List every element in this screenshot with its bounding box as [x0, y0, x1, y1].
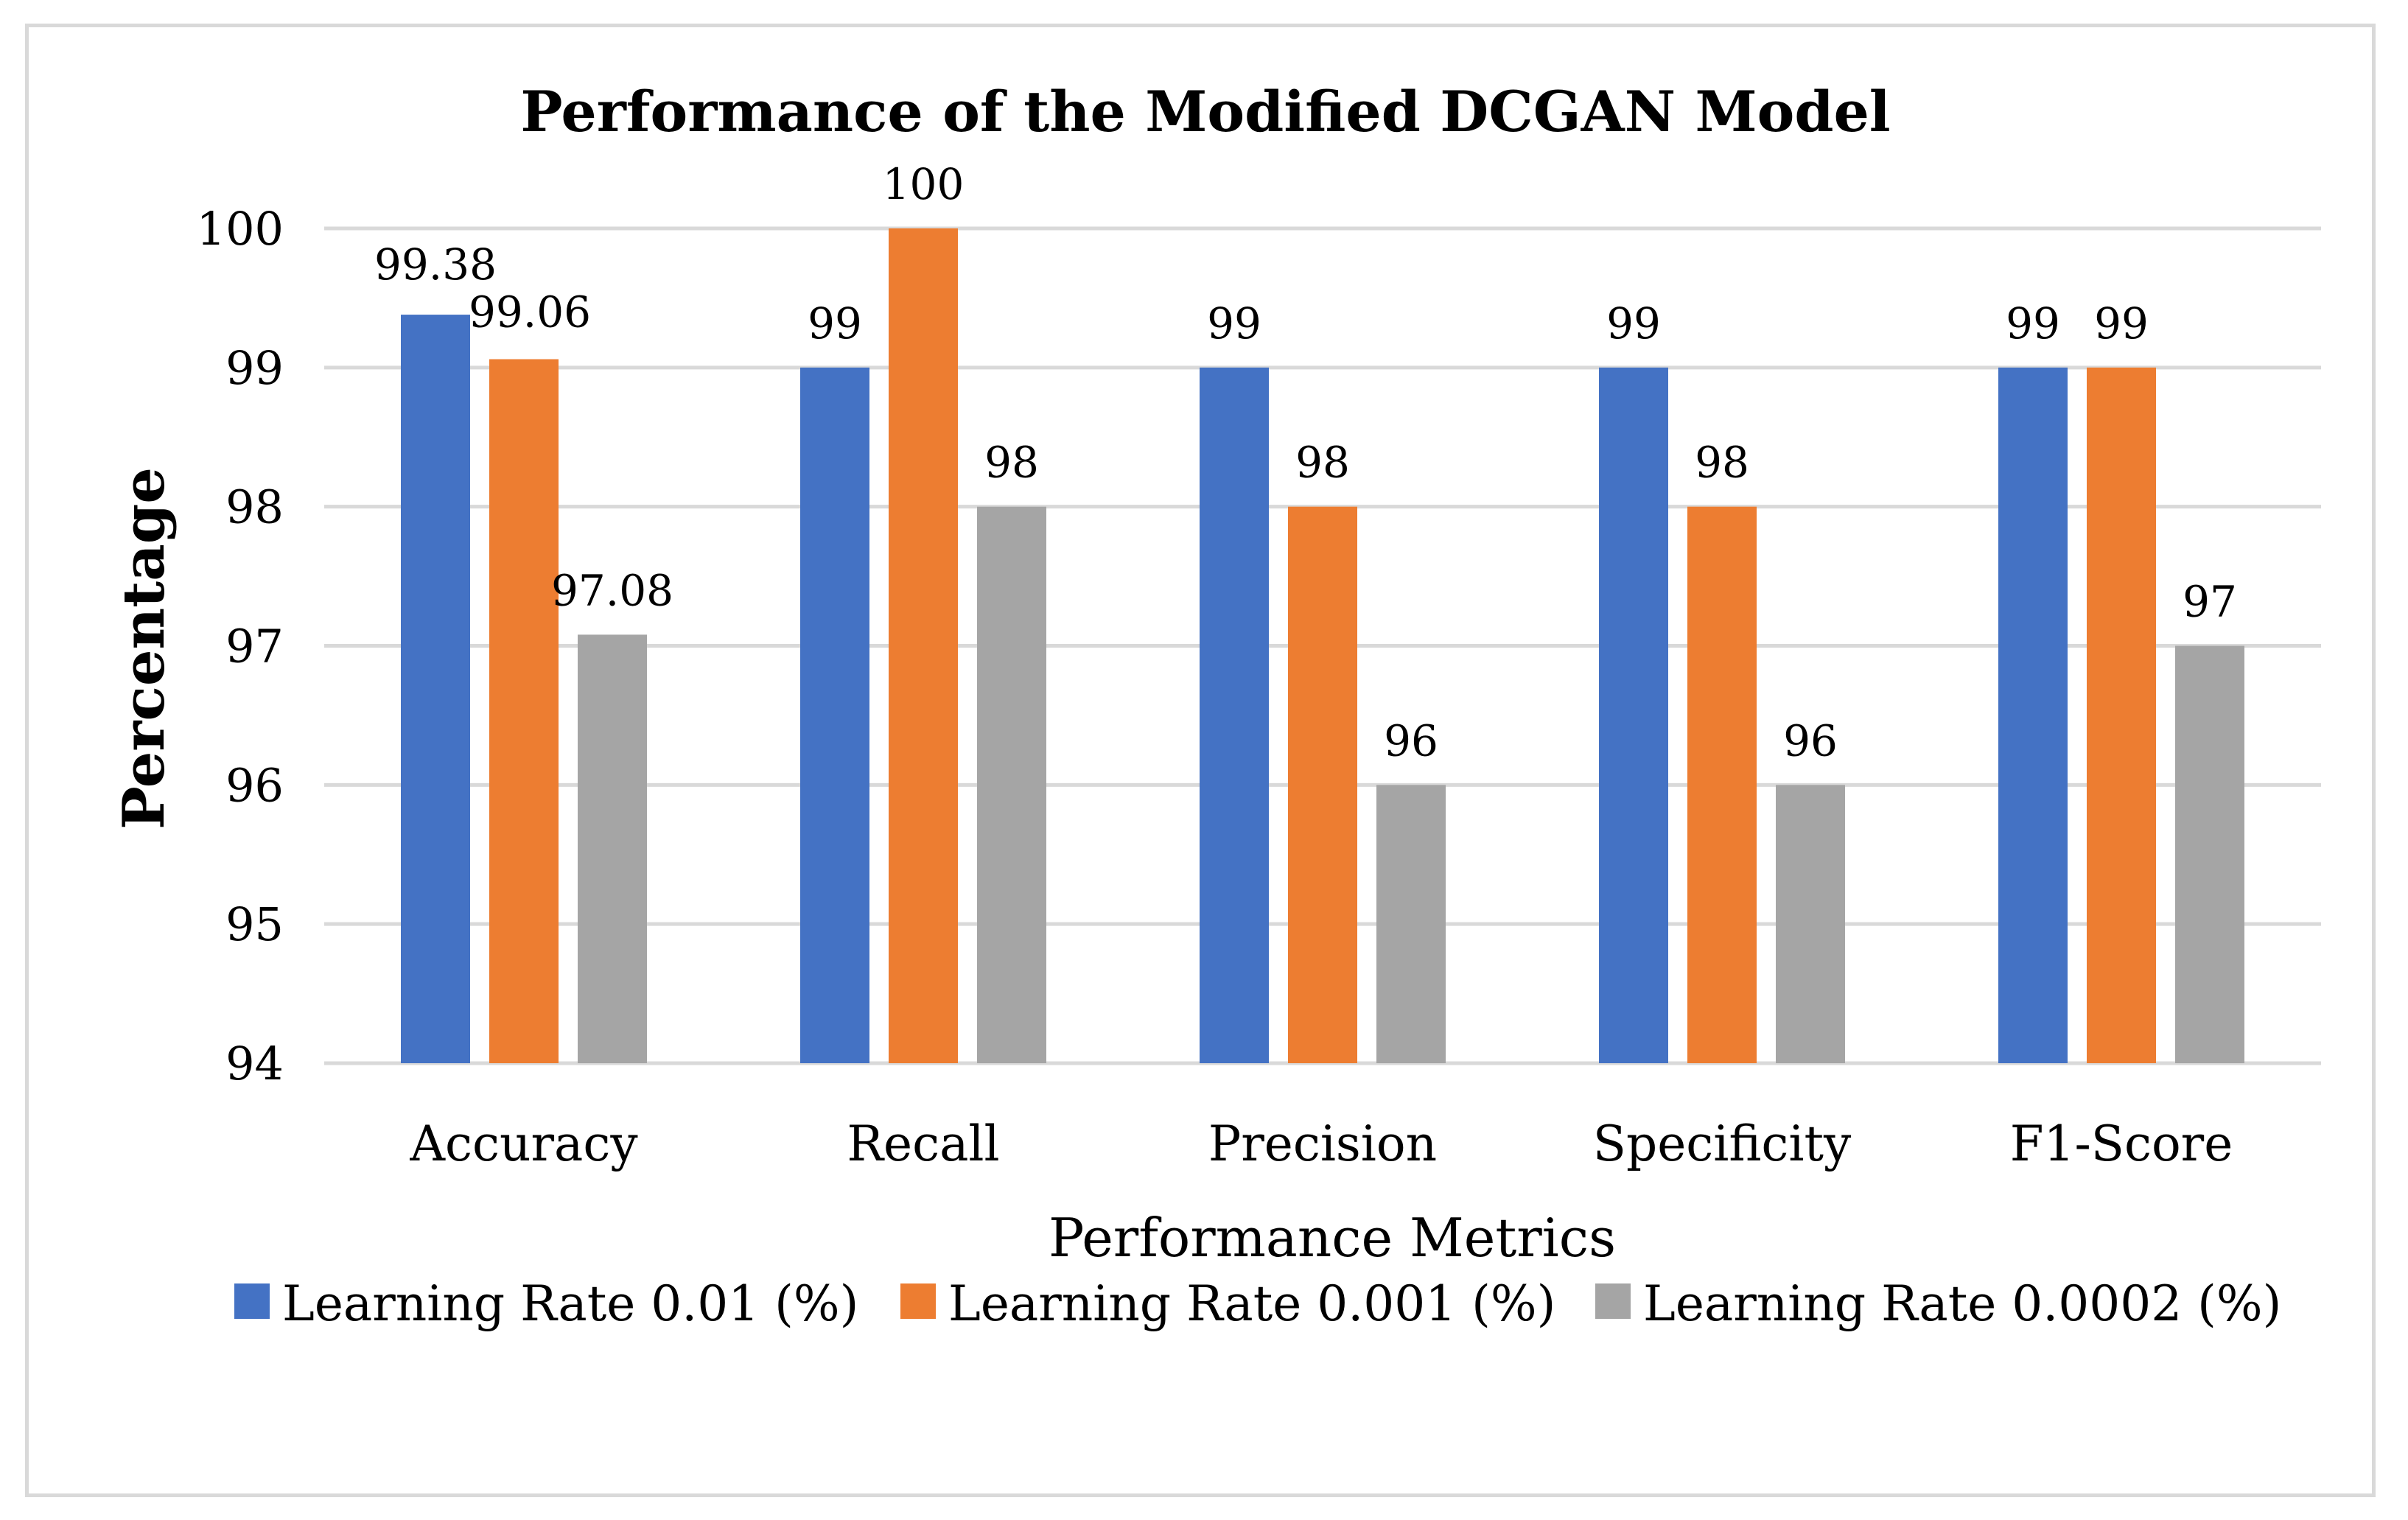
legend-swatch — [900, 1283, 936, 1319]
data-label: 99 — [2094, 298, 2149, 349]
bar — [1998, 367, 2068, 1063]
bar — [1200, 367, 1269, 1063]
data-label: 98 — [1295, 438, 1350, 488]
y-axis-title: Percentage — [111, 467, 178, 830]
bar — [2087, 367, 2156, 1063]
legend-swatch — [234, 1283, 270, 1319]
data-label: 98 — [1695, 438, 1749, 488]
y-tick-label: 95 — [225, 897, 284, 951]
y-axis-ticks: 94 95 96 97 98 99 100 — [197, 202, 284, 1090]
y-tick-label: 100 — [197, 202, 284, 256]
x-category-label: Accuracy — [409, 1116, 638, 1172]
chart-title: Performance of the Modified DCGAN Model — [520, 79, 1890, 144]
bar — [977, 506, 1046, 1063]
bar — [1288, 506, 1357, 1063]
data-label: 99 — [1606, 298, 1661, 349]
data-label: 96 — [1783, 715, 1838, 766]
bar — [889, 228, 958, 1063]
bar — [1599, 367, 1668, 1063]
bar — [578, 634, 647, 1063]
data-label: 99 — [2006, 298, 2060, 349]
data-label: 99.06 — [469, 287, 591, 337]
data-label: 97 — [2183, 577, 2237, 627]
data-label: 99 — [808, 298, 862, 349]
x-axis-title: Performance Metrics — [1049, 1207, 1616, 1269]
y-tick-label: 94 — [225, 1037, 284, 1090]
y-tick-label: 96 — [225, 758, 284, 812]
bar — [489, 359, 559, 1064]
bar — [1376, 785, 1446, 1063]
bar — [401, 315, 470, 1063]
legend-swatch — [1595, 1283, 1631, 1319]
data-label: 98 — [984, 438, 1039, 488]
x-axis-categories: Accuracy Recall Precision Specificity F1-Sco… — [409, 1116, 2233, 1172]
y-tick-label: 97 — [225, 620, 284, 673]
data-label: 99.38 — [374, 239, 497, 290]
x-category-label: Specificity — [1593, 1116, 1852, 1172]
bar — [800, 367, 869, 1063]
legend-label: Learning Rate 0.001 (%) — [948, 1275, 1555, 1332]
x-category-label: Precision — [1208, 1116, 1437, 1172]
legend: Learning Rate 0.01 (%) Learning Rate 0.00… — [234, 1275, 2281, 1332]
data-label: 97.08 — [551, 565, 673, 615]
x-category-label: Recall — [847, 1116, 999, 1172]
legend-label: Learning Rate 0.0002 (%) — [1643, 1275, 2281, 1332]
y-tick-label: 99 — [225, 341, 284, 395]
bars — [401, 228, 2244, 1064]
bar — [1687, 506, 1757, 1063]
legend-label: Learning Rate 0.01 (%) — [282, 1275, 858, 1332]
bar — [1776, 785, 1845, 1063]
data-label: 100 — [883, 159, 965, 209]
x-category-label: F1-Score — [2010, 1116, 2233, 1172]
data-label: 96 — [1384, 715, 1438, 766]
data-label: 99 — [1207, 298, 1261, 349]
bar — [2175, 645, 2244, 1063]
y-tick-label: 98 — [225, 480, 284, 534]
